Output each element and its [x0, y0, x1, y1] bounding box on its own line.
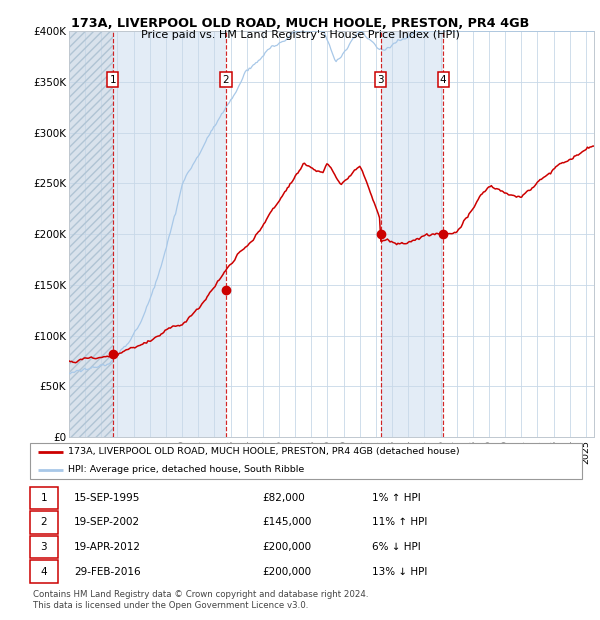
Text: 3: 3 [377, 75, 384, 85]
Text: HPI: Average price, detached house, South Ribble: HPI: Average price, detached house, Sout… [68, 465, 304, 474]
Bar [113, 31, 226, 437]
Text: 173A, LIVERPOOL OLD ROAD, MUCH HOOLE, PRESTON, PR4 4GB: 173A, LIVERPOOL OLD ROAD, MUCH HOOLE, PR… [71, 17, 529, 30]
Text: 1: 1 [40, 493, 47, 503]
Bar [69, 31, 113, 437]
Text: 29-FEB-2016: 29-FEB-2016 [74, 567, 141, 577]
FancyBboxPatch shape [30, 487, 58, 509]
Text: Contains HM Land Registry data © Crown copyright and database right 2024.
This d: Contains HM Land Registry data © Crown c… [33, 590, 368, 609]
Text: Price paid vs. HM Land Registry's House Price Index (HPI): Price paid vs. HM Land Registry's House … [140, 30, 460, 40]
FancyBboxPatch shape [30, 512, 58, 534]
FancyBboxPatch shape [30, 536, 58, 558]
FancyBboxPatch shape [30, 560, 58, 583]
Text: £200,000: £200,000 [262, 542, 311, 552]
Text: 6% ↓ HPI: 6% ↓ HPI [372, 542, 421, 552]
Text: 1: 1 [109, 75, 116, 85]
Text: 15-SEP-1995: 15-SEP-1995 [74, 493, 140, 503]
Text: 3: 3 [40, 542, 47, 552]
FancyBboxPatch shape [30, 443, 582, 479]
Text: 19-APR-2012: 19-APR-2012 [74, 542, 141, 552]
Text: 11% ↑ HPI: 11% ↑ HPI [372, 518, 428, 528]
Text: 1% ↑ HPI: 1% ↑ HPI [372, 493, 421, 503]
Bar [381, 31, 443, 437]
Text: £200,000: £200,000 [262, 567, 311, 577]
Text: 2: 2 [223, 75, 229, 85]
Text: 4: 4 [40, 567, 47, 577]
Text: 4: 4 [440, 75, 446, 85]
Bar [69, 31, 113, 437]
Text: 13% ↓ HPI: 13% ↓ HPI [372, 567, 428, 577]
Text: 19-SEP-2002: 19-SEP-2002 [74, 518, 140, 528]
Text: £145,000: £145,000 [262, 518, 311, 528]
Text: 2: 2 [40, 518, 47, 528]
Text: 173A, LIVERPOOL OLD ROAD, MUCH HOOLE, PRESTON, PR4 4GB (detached house): 173A, LIVERPOOL OLD ROAD, MUCH HOOLE, PR… [68, 447, 459, 456]
Text: £82,000: £82,000 [262, 493, 305, 503]
